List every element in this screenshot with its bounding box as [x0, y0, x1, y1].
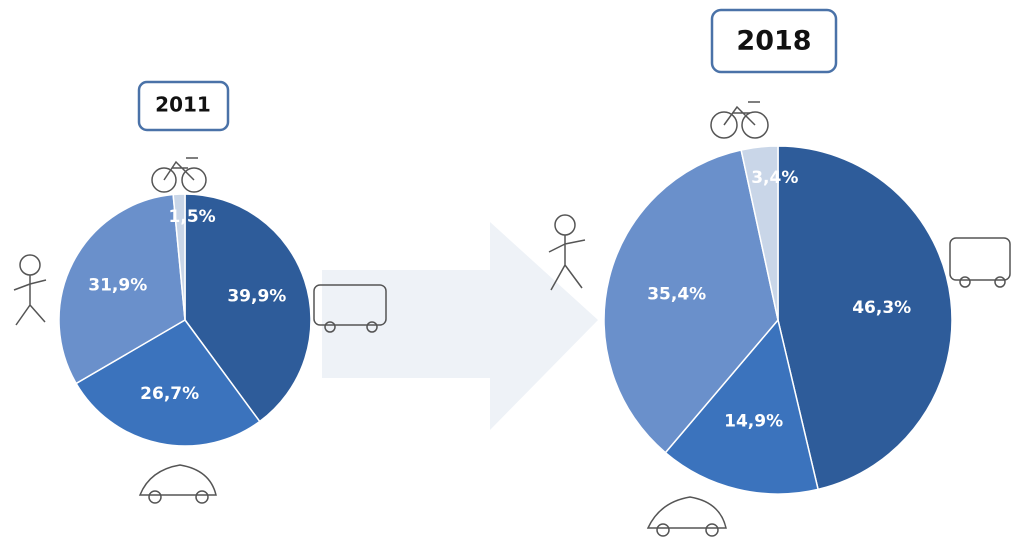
- data-label: 14,9%: [724, 412, 783, 432]
- chart-title: 2018: [736, 26, 811, 57]
- page: 2011 2018 39,9% 26,7% 31,9% 1,5% 46,3% 14,9% 3…: [0, 0, 1011, 546]
- data-label: 39,9%: [227, 286, 286, 306]
- data-label: 31,9%: [88, 275, 147, 295]
- data-label: 35,4%: [647, 285, 706, 305]
- chart: 2011 2018 39,9% 26,7% 31,9% 1,5% 46,3% 14,9% 3…: [0, 0, 1011, 546]
- chart-title: 2011: [155, 93, 211, 117]
- arrow: [322, 222, 598, 430]
- data-label: 3,4%: [751, 168, 798, 188]
- data-label: 26,7%: [140, 384, 199, 404]
- data-label: 1,5%: [169, 207, 216, 227]
- data-label: 46,3%: [852, 298, 911, 318]
